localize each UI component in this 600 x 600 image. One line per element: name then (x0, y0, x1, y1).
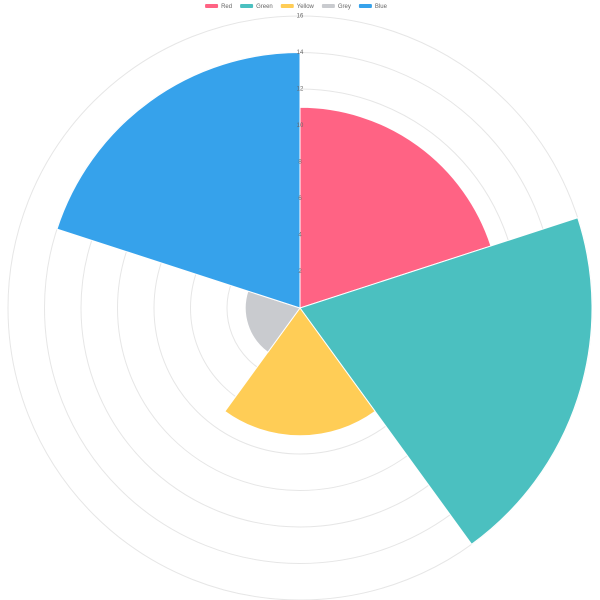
r-tick-label: 14 (297, 50, 304, 56)
r-tick-label: 10 (297, 123, 304, 129)
legend-swatch (280, 4, 294, 8)
legend-swatch (205, 4, 219, 8)
legend-label: Grey (338, 4, 351, 10)
sectors (56, 51, 593, 545)
sector (56, 51, 301, 309)
r-tick-label: 6 (298, 196, 302, 202)
r-tick-label: 12 (297, 87, 304, 93)
r-tick-label: 16 (297, 14, 304, 20)
legend-label: Blue (375, 4, 388, 10)
legend-item: Blue (358, 4, 388, 10)
legend-label: Red (221, 4, 232, 10)
r-tick-label: 2 (298, 269, 302, 275)
legend-item: Red (205, 4, 232, 10)
legend-label: Green (256, 4, 273, 10)
legend-item: Yellow (280, 4, 315, 10)
sector (299, 217, 593, 545)
legend-swatch (240, 4, 254, 8)
legend-item: Green (240, 4, 273, 10)
sector (299, 106, 492, 309)
sector (224, 307, 376, 437)
r-tick-label: 8 (298, 160, 302, 166)
legend-swatch (321, 4, 335, 8)
r-tick-label: 4 (298, 233, 302, 239)
legend-swatch (358, 4, 372, 8)
legend: Red Green Yellow Grey Blue (205, 4, 388, 10)
legend-label: Yellow (297, 4, 315, 10)
legend-item: Grey (321, 4, 351, 10)
sector (244, 290, 301, 353)
tick-labels: 2 4 6 8 10 12 14 16 (297, 14, 304, 276)
